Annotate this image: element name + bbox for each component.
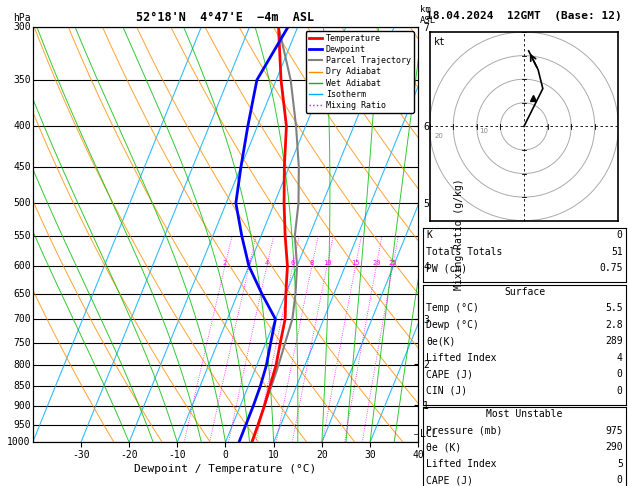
Text: 0: 0: [617, 475, 623, 486]
Text: Temp (°C): Temp (°C): [426, 303, 479, 313]
Text: 3: 3: [247, 260, 251, 266]
Text: 5: 5: [617, 459, 623, 469]
Text: LCL: LCL: [420, 429, 438, 438]
Text: 900: 900: [13, 401, 31, 411]
Title: 52°18'N  4°47'E  −4m  ASL: 52°18'N 4°47'E −4m ASL: [136, 11, 314, 24]
Text: 18.04.2024  12GMT  (Base: 12): 18.04.2024 12GMT (Base: 12): [426, 11, 622, 21]
Text: 15: 15: [351, 260, 360, 266]
Text: 400: 400: [13, 121, 31, 131]
Text: 10: 10: [323, 260, 331, 266]
Text: 1000: 1000: [8, 437, 31, 447]
Text: 450: 450: [13, 162, 31, 172]
Text: 700: 700: [13, 314, 31, 324]
Text: PW (cm): PW (cm): [426, 263, 467, 274]
Text: 289: 289: [605, 336, 623, 347]
Text: 650: 650: [13, 289, 31, 298]
Text: 950: 950: [13, 419, 31, 430]
Text: 350: 350: [13, 75, 31, 85]
Text: 4: 4: [617, 353, 623, 363]
Text: 51: 51: [611, 247, 623, 257]
Text: Mixing Ratio (g/kg): Mixing Ratio (g/kg): [454, 179, 464, 290]
Text: 850: 850: [13, 381, 31, 391]
Legend: Temperature, Dewpoint, Parcel Trajectory, Dry Adiabat, Wet Adiabat, Isotherm, Mi: Temperature, Dewpoint, Parcel Trajectory…: [306, 31, 414, 113]
Text: Most Unstable: Most Unstable: [486, 409, 563, 419]
Text: CAPE (J): CAPE (J): [426, 369, 474, 380]
Text: Surface: Surface: [504, 287, 545, 297]
Text: 5.5: 5.5: [605, 303, 623, 313]
Text: 0: 0: [617, 230, 623, 241]
Text: Pressure (mb): Pressure (mb): [426, 426, 503, 436]
Text: 2: 2: [223, 260, 227, 266]
Text: 2.8: 2.8: [605, 320, 623, 330]
Text: 750: 750: [13, 338, 31, 348]
Text: 4: 4: [265, 260, 269, 266]
Text: 290: 290: [605, 442, 623, 452]
Text: CIN (J): CIN (J): [426, 386, 467, 396]
Text: 300: 300: [13, 22, 31, 32]
Text: 550: 550: [13, 231, 31, 241]
Text: θe(K): θe(K): [426, 336, 456, 347]
Text: 0.75: 0.75: [599, 263, 623, 274]
Text: Lifted Index: Lifted Index: [426, 459, 497, 469]
Text: Dewp (°C): Dewp (°C): [426, 320, 479, 330]
Text: 600: 600: [13, 261, 31, 271]
Text: 0: 0: [617, 369, 623, 380]
X-axis label: Dewpoint / Temperature (°C): Dewpoint / Temperature (°C): [135, 464, 316, 474]
Text: Lifted Index: Lifted Index: [426, 353, 497, 363]
Text: kt: kt: [434, 37, 446, 47]
Text: θe (K): θe (K): [426, 442, 462, 452]
Text: 0: 0: [617, 386, 623, 396]
Text: 6: 6: [291, 260, 295, 266]
Text: 800: 800: [13, 360, 31, 370]
Text: K: K: [426, 230, 432, 241]
Text: CAPE (J): CAPE (J): [426, 475, 474, 486]
Text: 500: 500: [13, 198, 31, 208]
Text: 10: 10: [479, 128, 488, 134]
Text: Totals Totals: Totals Totals: [426, 247, 503, 257]
Text: 25: 25: [389, 260, 397, 266]
Text: 975: 975: [605, 426, 623, 436]
Text: km
ASL: km ASL: [420, 5, 437, 25]
Text: 20: 20: [372, 260, 381, 266]
Text: 20: 20: [434, 133, 443, 139]
Text: hPa: hPa: [13, 13, 31, 22]
Text: 8: 8: [309, 260, 314, 266]
